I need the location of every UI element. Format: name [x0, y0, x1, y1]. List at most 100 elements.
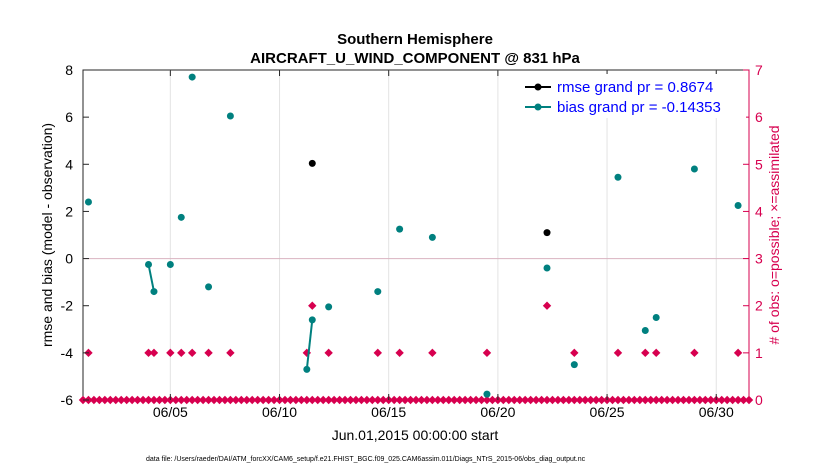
legend: rmse grand pr = 0.8674 bias grand pr = -…: [520, 74, 746, 118]
y-tick-label: 0: [65, 251, 73, 267]
plot-area: [82, 69, 750, 401]
obs-marker: [117, 395, 126, 405]
obs-marker: [395, 348, 404, 358]
x-tick-label: 06/10: [262, 404, 297, 420]
obs-marker: [439, 395, 448, 405]
obs-marker: [127, 395, 137, 405]
bias-point: [150, 288, 158, 296]
obs-marker: [280, 395, 290, 405]
bias-point: [166, 260, 174, 268]
obs-marker: [417, 395, 426, 405]
obs-marker: [733, 395, 743, 405]
x-tick-label: 06/20: [480, 404, 515, 420]
obs-marker: [553, 395, 563, 405]
y-tick-label: -6: [61, 392, 74, 408]
grid-lines: [169, 70, 717, 400]
bias-point: [226, 112, 234, 120]
obs-marker: [373, 348, 382, 358]
obs-marker: [641, 348, 650, 358]
obs-marker: [433, 395, 443, 405]
obs-marker: [515, 395, 524, 405]
obs-marker: [204, 395, 213, 405]
bias-point: [690, 165, 698, 173]
bias-point: [734, 202, 742, 210]
obs-marker: [269, 395, 279, 405]
obs-marker: [548, 395, 557, 405]
obs-marker: [422, 395, 432, 405]
obs-marker: [264, 395, 273, 405]
obs-marker: [499, 395, 508, 405]
obs-marker: [657, 395, 666, 405]
obs-marker: [357, 395, 366, 405]
obs-marker: [635, 395, 645, 405]
x-tick-label: 06/05: [153, 404, 188, 420]
obs-marker: [106, 395, 115, 405]
bias-point: [177, 213, 185, 221]
rmse-point: [308, 159, 316, 167]
bias-point: [652, 314, 660, 321]
y-tick-label: -4: [61, 345, 74, 361]
y-tick-label: 2: [65, 203, 73, 219]
obs-marker: [308, 395, 317, 405]
y-axis-right: 0 1 2 3 4 5 6 7: [743, 62, 763, 408]
y-right-tick-label: 2: [755, 298, 763, 314]
obs-marker: [651, 348, 661, 358]
obs-marker: [248, 395, 257, 405]
obs-marker: [133, 395, 142, 405]
obs-marker: [520, 395, 530, 405]
obs-marker: [619, 395, 628, 405]
obs-marker: [302, 395, 312, 405]
y-right-tick-label: 6: [755, 109, 763, 125]
bias-point: [543, 264, 551, 272]
obs-marker: [215, 395, 224, 405]
obs-marker: [122, 395, 131, 405]
obs-marker: [237, 395, 246, 405]
bias-point: [188, 73, 196, 81]
obs-marker: [149, 395, 159, 405]
obs-marks: [78, 301, 754, 405]
obs-marker: [389, 395, 399, 405]
obs-marker: [488, 395, 497, 405]
obs-marker: [559, 395, 568, 405]
obs-marker: [242, 395, 251, 405]
obs-marker: [160, 395, 170, 405]
obs-marker: [701, 395, 710, 405]
obs-marker: [482, 348, 492, 358]
obs-marker: [144, 395, 153, 405]
obs-marker: [291, 395, 301, 405]
obs-marker: [286, 395, 295, 405]
obs-marker: [204, 348, 213, 358]
chart-title: Southern Hemisphere: [337, 31, 493, 48]
obs-marker: [111, 395, 120, 405]
x-tick-label: 06/25: [590, 404, 625, 420]
obs-marker: [313, 395, 322, 405]
obs-marker: [717, 395, 726, 405]
obs-marker: [706, 395, 715, 405]
obs-marker: [646, 395, 655, 405]
obs-marker: [193, 395, 202, 405]
obs-marker: [679, 395, 688, 405]
obs-marker: [308, 301, 317, 310]
y-right-tick-label: 5: [755, 156, 763, 172]
obs-marker: [411, 395, 421, 405]
footer-file-path: data file: /Users/raeder/DAI/ATM_forcXX/…: [146, 456, 586, 463]
y-right-tick-label: 3: [755, 251, 763, 267]
obs-marker: [728, 395, 737, 405]
obs-marker: [668, 395, 677, 405]
bias-point: [428, 233, 436, 241]
obs-marker: [450, 395, 459, 405]
obs-marker: [177, 348, 186, 358]
obs-marker: [226, 348, 235, 358]
obs-marker: [198, 395, 208, 405]
obs-marker: [624, 395, 634, 405]
obs-marker: [471, 395, 481, 405]
obs-marker: [379, 395, 388, 405]
y-tick-label: 6: [65, 109, 73, 125]
obs-marker: [575, 395, 584, 405]
obs-marker: [613, 348, 623, 358]
obs-marker: [209, 395, 219, 405]
bias-marks: [84, 73, 742, 398]
obs-marker: [182, 395, 191, 405]
obs-marker: [324, 348, 333, 358]
